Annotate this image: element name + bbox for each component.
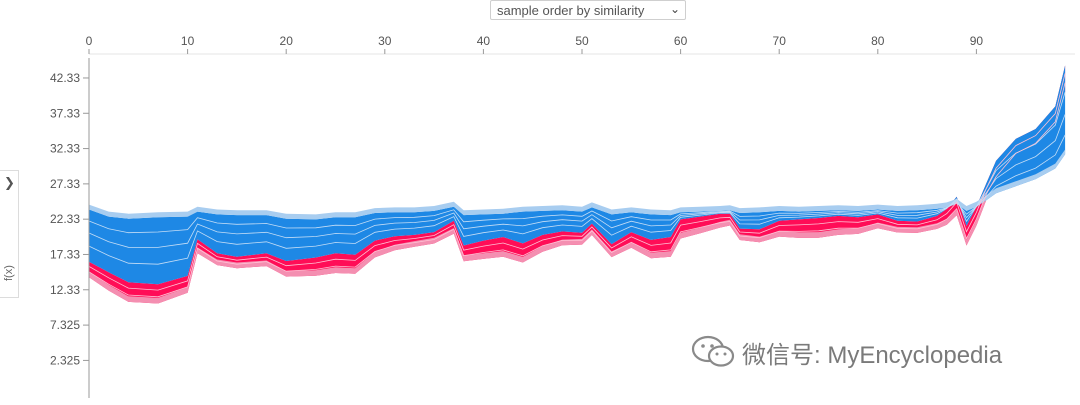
chevron-right-icon: ❯	[4, 175, 15, 190]
x-tick-label: 60	[674, 34, 688, 48]
stacked-areas	[88, 65, 1066, 304]
negative-force-fringe	[89, 149, 1066, 220]
y-tick-label: 2.325	[50, 353, 80, 367]
y-axis: 2.325 7.325 12.33 17.33 22.33 27.33 32.33 37.33…	[50, 58, 90, 398]
y-tick-label: 27.33	[50, 177, 80, 191]
chevron-down-icon: ⌄	[669, 2, 680, 16]
x-tick-label: 10	[181, 34, 195, 48]
x-tick-label: 40	[477, 34, 491, 48]
y-tick-label: 17.33	[50, 247, 80, 261]
wechat-icon	[691, 335, 735, 367]
y-tick-label: 22.33	[50, 212, 80, 226]
x-tick-label: 50	[575, 34, 589, 48]
negative-force-area	[89, 65, 1066, 285]
negative-feature-separator	[88, 134, 1066, 234]
y-tick-label: 7.325	[50, 318, 80, 332]
positive-feature-separator	[88, 73, 1066, 291]
watermark-text: 微信号: MyEncyclopedia	[742, 341, 1003, 369]
y-tick-label: 37.33	[50, 106, 80, 120]
x-tick-label: 30	[378, 34, 392, 48]
positive-force-area	[89, 65, 1066, 304]
sample-order-select-value: sample order by similarity	[497, 2, 645, 18]
x-axis: 0 10 20 30 40 50 60 70 80 90	[86, 34, 1075, 55]
x-tick-label: 80	[871, 34, 885, 48]
positive-force-fringe	[89, 86, 1066, 304]
y-tick-label: 12.33	[50, 283, 80, 297]
feature-axis-toggle[interactable]: ❯ f(x)	[0, 170, 19, 298]
x-tick-label: 0	[86, 34, 93, 48]
x-tick-label: 70	[773, 34, 787, 48]
x-tick-label: 20	[280, 34, 294, 48]
y-tick-label: 32.33	[50, 142, 80, 156]
positive-feature-separator	[88, 82, 1066, 298]
sample-order-select[interactable]: sample order by similarity ⌄	[490, 0, 686, 20]
watermark: 微信号: MyEncyclopedia	[690, 334, 1002, 370]
y-tick-label: 42.33	[50, 71, 80, 85]
x-tick-label: 90	[970, 34, 984, 48]
